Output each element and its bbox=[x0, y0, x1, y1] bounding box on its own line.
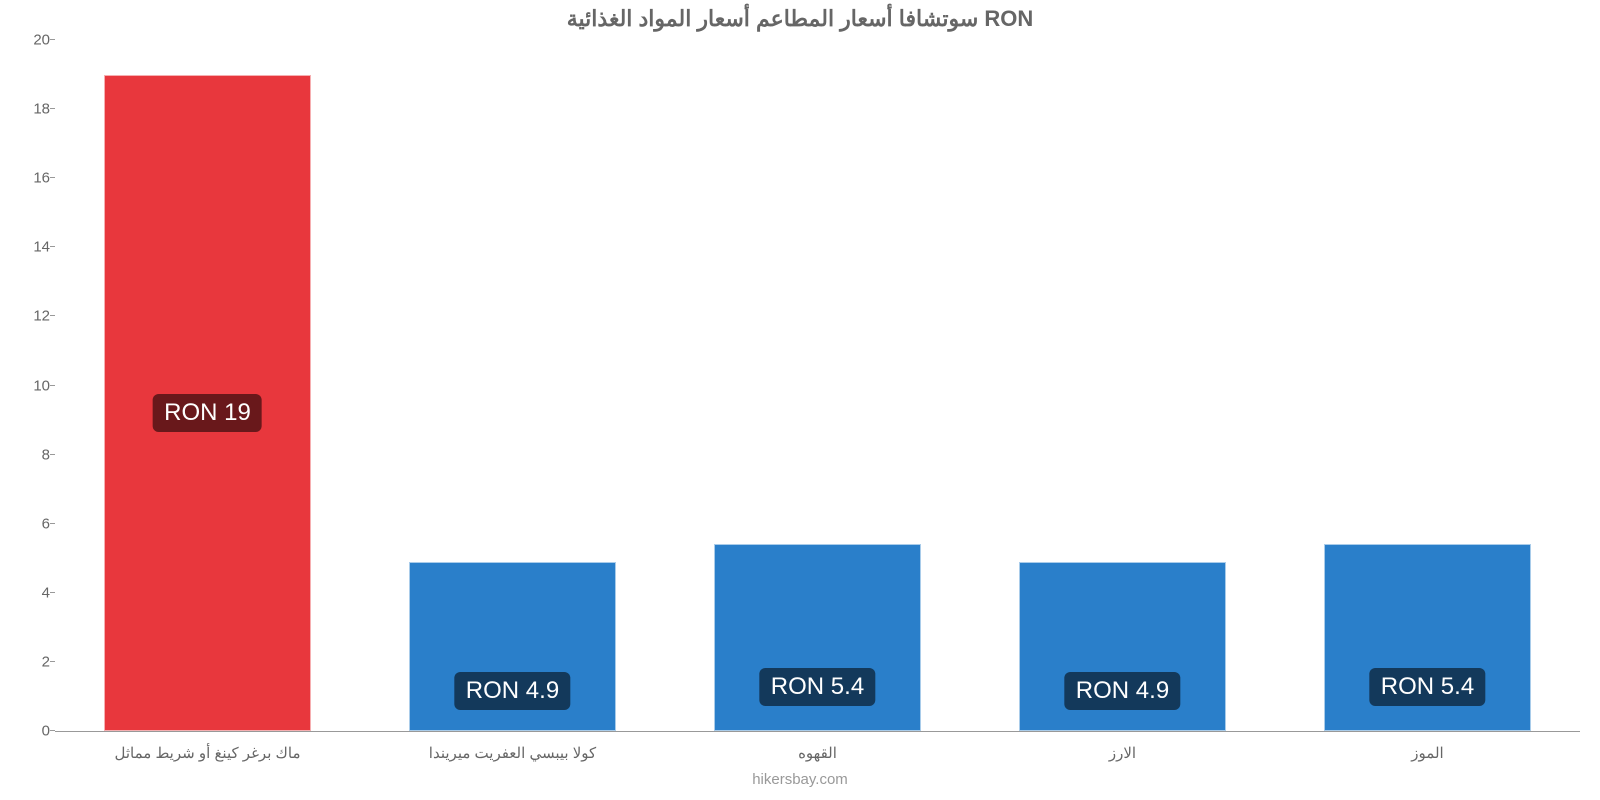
plot-region: RON 19RON 4.9RON 5.4RON 4.9RON 5.4 02468… bbox=[55, 40, 1580, 732]
bar: RON 19 bbox=[104, 75, 311, 731]
bar-slot: RON 4.9 bbox=[360, 40, 665, 731]
bar-value-label: RON 4.9 bbox=[455, 672, 570, 710]
y-tick-label: 14 bbox=[15, 239, 50, 256]
bar: RON 4.9 bbox=[1019, 562, 1226, 731]
y-tick-label: 12 bbox=[15, 308, 50, 325]
x-tick-label: ماك برغر كينغ أو شريط مماثل bbox=[55, 744, 360, 762]
chart-plot-area: RON 19RON 4.9RON 5.4RON 4.9RON 5.4 02468… bbox=[55, 40, 1580, 732]
bars-container: RON 19 RON 4.9 RON 5.4 RON 4.9 RON 5.4 bbox=[55, 40, 1580, 731]
bar-slot: RON 5.4 bbox=[1275, 40, 1580, 731]
x-axis-labels: ماك برغر كينغ أو شريط مماثلكولا بيبسي ال… bbox=[55, 744, 1580, 762]
bar: RON 5.4 bbox=[714, 544, 921, 731]
x-tick-label: القهوه bbox=[665, 744, 970, 762]
attribution-text: hikersbay.com bbox=[0, 771, 1600, 788]
y-tick-label: 0 bbox=[15, 723, 50, 740]
bar-value-label: RON 4.9 bbox=[1065, 672, 1180, 710]
bar-slot: RON 19 bbox=[55, 40, 360, 731]
y-tick-label: 16 bbox=[15, 170, 50, 187]
x-tick-label: الموز bbox=[1275, 744, 1580, 762]
y-tick-label: 4 bbox=[15, 584, 50, 601]
bar: RON 4.9 bbox=[409, 562, 616, 731]
y-tick-label: 8 bbox=[15, 446, 50, 463]
y-tick-label: 6 bbox=[15, 515, 50, 532]
bar: RON 5.4 bbox=[1324, 544, 1531, 731]
y-tick-label: 10 bbox=[15, 377, 50, 394]
chart-title: سوتشافا أسعار المطاعم أسعار المواد الغذا… bbox=[0, 0, 1600, 32]
bar-value-label: RON 5.4 bbox=[760, 668, 875, 706]
bar-slot: RON 4.9 bbox=[970, 40, 1275, 731]
bar-value-label: RON 5.4 bbox=[1370, 668, 1485, 706]
y-tick-label: 18 bbox=[15, 101, 50, 118]
y-tick-label: 20 bbox=[15, 32, 50, 49]
bar-slot: RON 5.4 bbox=[665, 40, 970, 731]
x-tick-label: الارز bbox=[970, 744, 1275, 762]
x-tick-label: كولا بيبسي العفريت ميريندا bbox=[360, 744, 665, 762]
bar-value-label: RON 19 bbox=[153, 394, 262, 432]
y-tick-label: 2 bbox=[15, 653, 50, 670]
